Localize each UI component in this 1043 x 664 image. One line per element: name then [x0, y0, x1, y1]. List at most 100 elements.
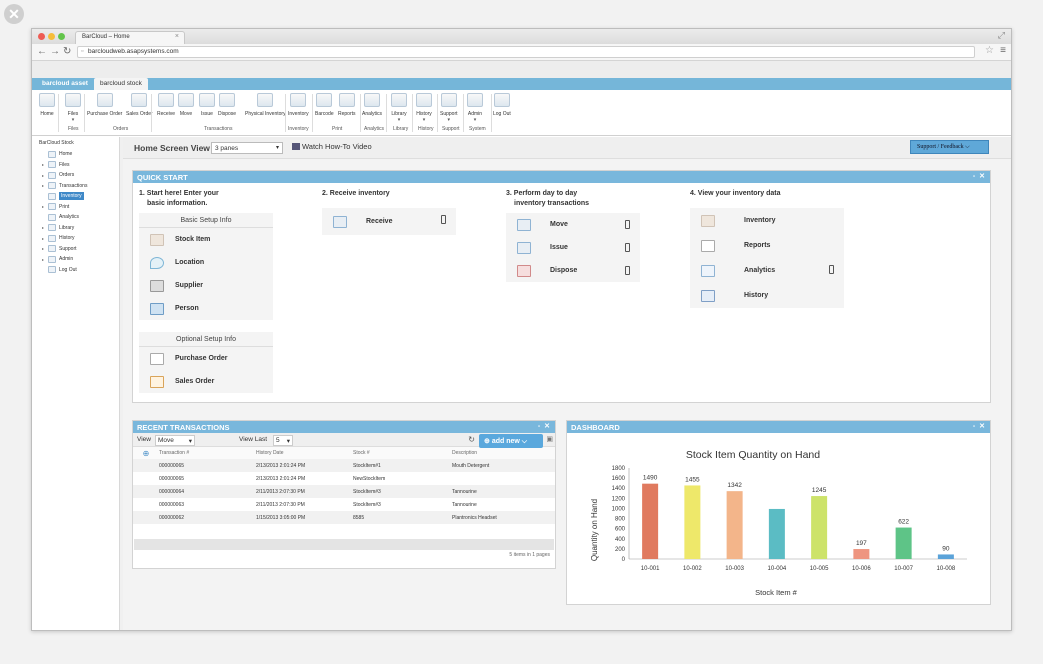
table-row[interactable]: 000000065 2/13/2013 2:01:24 PM NewStockIte… — [133, 472, 555, 485]
ribbon-issue-button[interactable]: Issue — [199, 93, 215, 117]
tab-barcloud-stock[interactable]: barcloud stock — [94, 78, 148, 90]
tree-item-analytics[interactable]: Analytics — [37, 212, 119, 223]
table-cell — [449, 472, 555, 485]
close-overlay-icon[interactable]: ✕ — [4, 4, 24, 24]
expand-arrow-icon[interactable]: ▸ — [42, 246, 45, 252]
tree-item-admin[interactable]: ▸ Admin — [37, 254, 119, 265]
tree-item-inventory[interactable]: Inventory — [37, 191, 119, 202]
address-bar[interactable]: ▫ barcloudweb.asapsystems.com — [77, 46, 975, 58]
quick-start-col-2: 2. Receive inventory Receive — [322, 189, 456, 235]
expand-arrow-icon[interactable]: ▸ — [42, 162, 45, 168]
ribbon-analytics-button[interactable]: Analytics — [362, 93, 382, 117]
back-icon[interactable]: ← — [37, 46, 47, 57]
expand-arrow-icon[interactable]: ▸ — [42, 256, 45, 262]
tree-item-library[interactable]: ▸ Library — [37, 223, 119, 234]
tree-root[interactable]: BarCloud Stock — [39, 140, 74, 146]
expand-arrow-icon[interactable]: ▸ — [42, 204, 45, 210]
browser-menu-icon[interactable]: ≡ — [1000, 45, 1006, 56]
table-row[interactable]: 000000063 2/11/2013 2:07:30 PM StockItem#3… — [133, 498, 555, 511]
dispose-link[interactable]: Dispose — [506, 259, 640, 282]
expand-arrow-icon[interactable]: ▸ — [42, 172, 45, 178]
panel-controls[interactable]: - ✕ — [972, 173, 985, 180]
tab-barcloud-asset[interactable]: barcloud asset — [42, 80, 88, 87]
ribbon-group-label: Library — [393, 126, 409, 132]
ribbon-history-button[interactable]: History ▾ — [416, 93, 432, 123]
stock-item-link[interactable]: Stock Item — [139, 228, 273, 251]
refresh-icon[interactable]: ↻ — [468, 435, 475, 444]
zoom-window-icon[interactable] — [58, 33, 65, 40]
view-last-select[interactable]: 5 ▾ — [273, 435, 293, 446]
table-scrollbar[interactable] — [134, 539, 554, 550]
ribbon-purchase-order-button[interactable]: Purchase Order — [87, 93, 122, 117]
tree-item-history[interactable]: ▸ History — [37, 233, 119, 244]
receive-link[interactable]: Receive — [322, 208, 456, 235]
y-tick-label: 1000 — [612, 506, 626, 512]
history-link[interactable]: History — [690, 283, 844, 308]
forward-icon[interactable]: → — [50, 46, 60, 57]
inventory-link[interactable]: Inventory — [690, 208, 844, 233]
support-feedback-button[interactable]: Support / Feedback ⌵ — [910, 140, 989, 154]
panel-controls[interactable]: - ✕ — [972, 423, 985, 430]
tree-item-support[interactable]: ▸ Support — [37, 244, 119, 255]
add-new-button[interactable]: ⊕ add new ⌵ — [479, 434, 543, 448]
tab-close-icon[interactable]: × — [174, 33, 179, 40]
person-link[interactable]: Person — [139, 297, 273, 320]
tree-item-label: Print — [59, 203, 70, 210]
column-header[interactable]: Transaction # — [156, 447, 253, 459]
bookmark-star-icon[interactable]: ☆ — [985, 45, 994, 56]
ribbon-files-button[interactable]: Files ▾ — [65, 93, 81, 123]
ribbon-dispose-button[interactable]: Dispose — [218, 93, 236, 117]
supplier-link[interactable]: Supplier — [139, 274, 273, 297]
tree-node-icon — [48, 192, 56, 200]
purchase-order-link[interactable]: Purchase Order — [139, 347, 273, 370]
view-select[interactable]: Move ▾ — [155, 435, 195, 446]
ribbon-receive-button[interactable]: Receive — [157, 93, 175, 117]
ribbon-barcode-button[interactable]: Barcode — [315, 93, 334, 117]
ribbon-move-button[interactable]: Move — [178, 93, 194, 117]
table-row[interactable]: 000000062 1/15/2013 3:05:00 PM 8585 Plantro… — [133, 511, 555, 524]
issue-link[interactable]: Issue — [506, 236, 640, 259]
ribbon-reports-button[interactable]: Reports — [338, 93, 356, 117]
tree-item-print[interactable]: ▸ Print — [37, 202, 119, 213]
watch-video-link[interactable]: Watch How-To Video — [292, 142, 372, 151]
ribbon-support-button[interactable]: Support ▾ — [440, 93, 458, 123]
tree-item-files[interactable]: ▸ Files — [37, 160, 119, 171]
analytics-icon — [364, 93, 380, 107]
panes-select-value: 3 panes — [215, 145, 239, 152]
close-window-icon[interactable] — [38, 33, 45, 40]
expand-arrow-icon[interactable]: ▸ — [42, 183, 45, 189]
tree-item-log-out[interactable]: Log Out — [37, 265, 119, 276]
lock-icon[interactable]: ▣ — [546, 436, 553, 443]
column-header[interactable]: Stock # — [350, 447, 449, 459]
ribbon-physical-inventory-button[interactable]: Physical Inventory — [245, 93, 286, 117]
ribbon-admin-button[interactable]: Admin ▾ — [467, 93, 483, 123]
location-link[interactable]: Location — [139, 251, 273, 274]
panel-controls[interactable]: - ✕ — [537, 423, 550, 430]
analytics-link[interactable]: Analytics — [690, 258, 844, 283]
ribbon-inventory-button[interactable]: Inventory — [288, 93, 309, 117]
ribbon-home-button[interactable]: Home — [39, 93, 55, 117]
column-header[interactable]: History Date — [253, 447, 350, 459]
table-row[interactable]: 000000065 2/13/2013 2:01:24 PM StockItem#1… — [133, 459, 555, 472]
sales-order-link[interactable]: Sales Order — [139, 370, 273, 393]
tree-item-home[interactable]: Home — [37, 149, 119, 160]
minimize-window-icon[interactable] — [48, 33, 55, 40]
tree-item-orders[interactable]: ▸ Orders — [37, 170, 119, 181]
browser-tab[interactable]: BarCloud – Home × — [75, 31, 185, 44]
view-data-box: Inventory Reports Analytics History — [690, 208, 844, 308]
tree-item-transactions[interactable]: ▸ Transactions — [37, 181, 119, 192]
reload-icon[interactable]: ↻ — [63, 46, 72, 57]
expand-arrow-icon[interactable]: ▸ — [42, 235, 45, 241]
table-row[interactable]: 000000064 2/11/2013 2:07:30 PM StockItem#3… — [133, 485, 555, 498]
move-link[interactable]: Move — [506, 213, 640, 236]
ribbon-library-button[interactable]: Library ▾ — [391, 93, 407, 123]
pane-splitter[interactable] — [120, 137, 123, 630]
expand-arrow-icon[interactable]: ▸ — [42, 225, 45, 231]
ribbon-sales-order-button[interactable]: Sales Order — [126, 93, 153, 117]
expand-all-icon[interactable]: ⊕ — [133, 447, 156, 459]
panes-select[interactable]: 3 panes ▾ — [211, 142, 283, 154]
reports-link[interactable]: Reports — [690, 233, 844, 258]
ribbon-log-out-button[interactable]: Log Out — [493, 93, 511, 117]
fullscreen-icon[interactable]: ⤢ — [997, 30, 1005, 40]
column-header[interactable]: Description — [449, 447, 555, 459]
